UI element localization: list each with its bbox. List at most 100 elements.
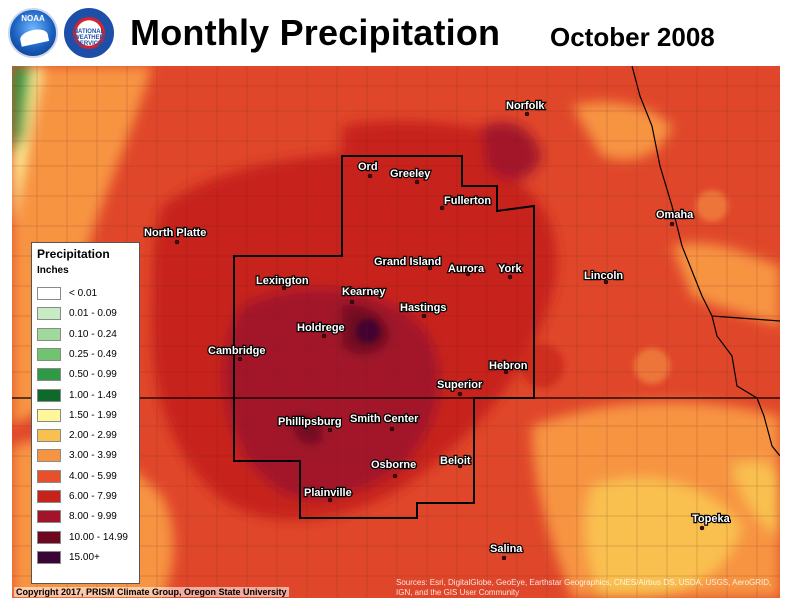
legend-label: 15.00+ — [69, 551, 100, 563]
legend-item: 1.50 - 1.99 — [37, 408, 137, 423]
precip-detail — [356, 190, 728, 388]
legend-swatch — [37, 368, 61, 382]
city-label: Beloit — [440, 455, 471, 467]
legend-swatch — [37, 510, 61, 524]
city-dot — [349, 299, 355, 305]
header: NOAA NATIONAL WEATHER SERVICE Monthly Pr… — [0, 0, 792, 66]
city-label: Lincoln — [584, 270, 623, 282]
legend-item: 0.01 - 0.09 — [37, 307, 137, 321]
city-cambridge: Cambridge — [207, 344, 267, 362]
city-label: Greeley — [390, 168, 431, 180]
city-dot — [174, 239, 180, 245]
legend-item: 6.00 - 7.99 — [37, 490, 137, 504]
city-grand-island: Grand Island — [373, 255, 442, 271]
legend-item: 0.50 - 0.99 — [37, 368, 137, 382]
legend-swatch — [37, 287, 61, 300]
legend-label: 1.00 - 1.49 — [69, 389, 117, 401]
city-kearney: Kearney — [341, 285, 387, 305]
city-greeley: Greeley — [389, 167, 432, 185]
city-dot — [524, 111, 530, 117]
legend-units: Inches — [37, 265, 69, 276]
state-boundaries — [12, 66, 780, 457]
map-date: October 2008 — [550, 22, 715, 52]
legend-item: 1.00 - 1.49 — [37, 388, 137, 403]
city-topeka: Topeka — [691, 512, 732, 531]
city-plainville: Plainville — [303, 486, 353, 503]
noaa-logo-text: NOAA — [21, 14, 45, 23]
city-hebron: Hebron — [488, 359, 529, 375]
city-dot — [281, 285, 287, 291]
city-label: Topeka — [692, 513, 731, 525]
city-dot — [457, 463, 463, 469]
city-label: Ord — [358, 161, 378, 173]
city-label: Kearney — [342, 286, 386, 298]
legend-item: 4.00 - 5.99 — [37, 469, 137, 484]
legend-swatch — [37, 469, 61, 483]
city-hastings: Hastings — [399, 301, 448, 319]
city-label: Phillipsburg — [278, 416, 342, 428]
city-salina: Salina — [489, 542, 524, 561]
city-aurora: Aurora — [447, 262, 486, 277]
city-label: Smith Center — [350, 413, 419, 425]
legend-item: 0.25 - 0.49 — [37, 347, 137, 362]
city-label: Hastings — [400, 302, 446, 314]
city-label: Osborne — [371, 459, 416, 471]
legend-item: 3.00 - 3.99 — [37, 449, 137, 463]
city-lincoln: Lincoln — [583, 269, 625, 285]
legend-swatch — [37, 307, 61, 321]
city-osborne: Osborne — [370, 458, 417, 479]
city-dot — [421, 313, 427, 319]
city-dot — [439, 205, 445, 211]
city-dot — [465, 271, 471, 277]
city-phillipsburg: Phillipsburg — [277, 415, 343, 433]
city-dot — [503, 369, 509, 375]
city-label: Norfolk — [506, 100, 545, 112]
nws-logo-text: NATIONAL WEATHER SERVICE — [73, 29, 105, 47]
precipitation-map: Norfolk Ord Greeley Fullerton North Plat… — [12, 66, 780, 598]
city-dot — [699, 525, 705, 531]
city-label: Omaha — [656, 209, 694, 221]
noaa-logo: NOAA — [8, 8, 58, 58]
legend-label: 2.00 - 2.99 — [69, 430, 117, 442]
city-dot — [392, 473, 398, 479]
city-label: York — [498, 263, 523, 275]
city-dot — [669, 221, 675, 227]
nws-logo: NATIONAL WEATHER SERVICE — [64, 8, 114, 58]
legend-item: 0.10 - 0.24 — [37, 327, 137, 342]
legend-item: 2.00 - 2.99 — [37, 429, 137, 443]
city-dot — [507, 274, 513, 280]
city-ord: Ord — [357, 160, 379, 179]
city-label: Lexington — [256, 275, 309, 287]
map-svg: Norfolk Ord Greeley Fullerton North Plat… — [12, 66, 780, 598]
copyright-text: Copyright 2017, PRISM Climate Group, Ore… — [14, 587, 289, 597]
legend-title: Precipitation — [37, 247, 110, 261]
legend-item: < 0.01 — [37, 287, 137, 301]
legend-label: 0.25 - 0.49 — [69, 348, 117, 360]
city-dot — [501, 555, 507, 561]
city-dot — [603, 279, 609, 285]
city-label: Plainville — [304, 487, 352, 499]
city-dot — [389, 426, 395, 432]
city-label: Salina — [490, 543, 523, 555]
city-superior: Superior — [436, 378, 484, 397]
legend-swatch — [37, 449, 61, 463]
city-label: Superior — [437, 379, 483, 391]
legend-label: 0.10 - 0.24 — [69, 328, 117, 340]
map-sources-text: Sources: Esri, DigitalGlobe, GeoEye, Ear… — [396, 578, 772, 597]
city-dot — [237, 356, 243, 362]
city-norfolk: Norfolk — [505, 99, 547, 117]
legend-label: 6.00 - 7.99 — [69, 491, 117, 502]
legend-swatch — [37, 388, 61, 402]
city-dot — [427, 265, 433, 271]
precip-field — [12, 66, 780, 598]
city-york: York — [497, 262, 524, 280]
city-omaha: Omaha — [655, 208, 695, 227]
city-north-platte: North Platte — [143, 226, 208, 245]
legend-label: 1.50 - 1.99 — [69, 409, 117, 421]
legend-label: 4.00 - 5.99 — [69, 470, 117, 482]
city-label: Grand Island — [374, 256, 441, 268]
city-label: North Platte — [144, 227, 206, 239]
legend: Precipitation Inches < 0.01 0.01 - 0.09 0.… — [31, 242, 140, 584]
legend-swatch — [37, 429, 61, 443]
city-holdrege: Holdrege — [296, 321, 346, 339]
